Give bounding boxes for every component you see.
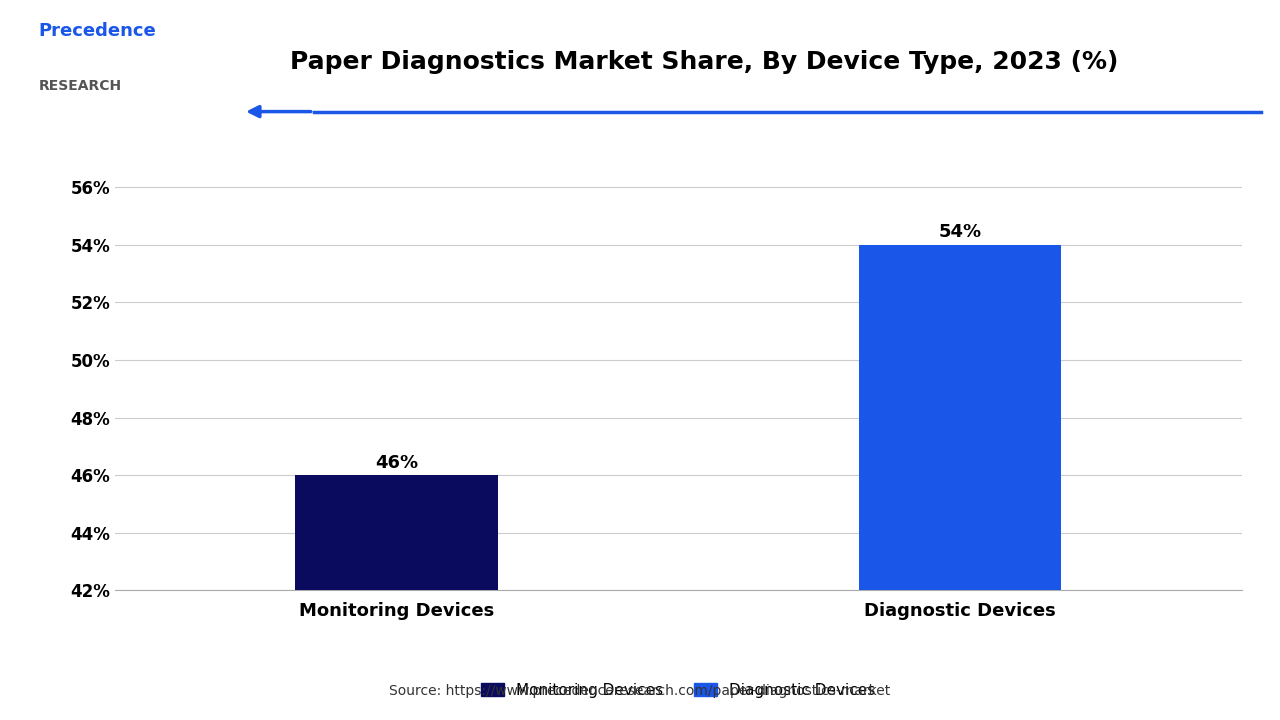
Bar [859, 245, 1061, 720]
Text: 54%: 54% [938, 223, 982, 241]
Text: Source: https://www.precedenceresearch.com/paper-diagnostics-market: Source: https://www.precedenceresearch.c… [389, 685, 891, 698]
Text: RESEARCH: RESEARCH [38, 79, 122, 93]
Legend: Monitoring Devices, Diagnostic Devices: Monitoring Devices, Diagnostic Devices [475, 676, 882, 703]
Text: Paper Diagnostics Market Share, By Device Type, 2023 (%): Paper Diagnostics Market Share, By Devic… [289, 50, 1119, 74]
Text: 46%: 46% [375, 454, 419, 472]
Text: Precedence: Precedence [38, 22, 156, 40]
Bar [296, 475, 498, 720]
